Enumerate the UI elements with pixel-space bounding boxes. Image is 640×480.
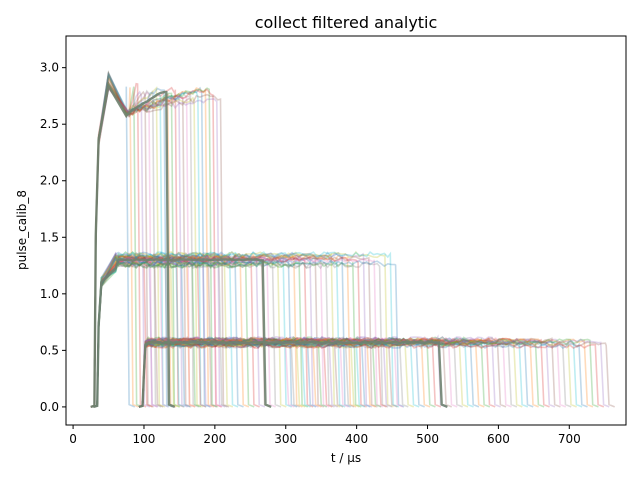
- mean-trace-line: [138, 340, 448, 409]
- pulse-trace-line: [93, 253, 218, 408]
- pulse-trace-line: [90, 72, 188, 408]
- x-axis-label: t / µs: [331, 451, 361, 465]
- pulse-trace-line: [138, 340, 615, 408]
- y-axis: 0.0 0.5 1.0 1.5 2.0 2.5 3.0: [40, 61, 66, 414]
- pulse-trace-line: [93, 261, 389, 408]
- pulse-trace-line: [138, 342, 415, 408]
- pulse-trace-line: [93, 251, 239, 408]
- pulse-trace-line: [90, 86, 222, 408]
- pulse-trace-line: [138, 336, 561, 408]
- pulse-trace-line: [138, 336, 442, 408]
- pulse-trace-line: [93, 256, 346, 408]
- pulse-trace-line: [93, 257, 405, 408]
- y-tick-label: 0.0: [40, 400, 59, 414]
- pulse-trace-line: [90, 72, 192, 408]
- pulse-trace-line: [93, 252, 373, 408]
- pulse-trace-line: [138, 336, 491, 408]
- pulse-trace-line: [93, 254, 260, 408]
- mean-traces: [90, 82, 448, 409]
- y-axis-label: pulse_calib_8: [15, 190, 29, 270]
- pulse-trace-line: [138, 337, 539, 408]
- pulse-trace-line: [138, 342, 605, 408]
- x-tick-label: 400: [345, 432, 368, 446]
- pulse-trace-line: [138, 336, 512, 408]
- pulse-trace-line: [93, 254, 271, 408]
- pulse-trace-line: [93, 260, 228, 408]
- pulse-trace-line: [138, 342, 588, 408]
- x-tick-label: 200: [203, 432, 226, 446]
- pulse-trace-line: [138, 342, 518, 408]
- x-tick-label: 600: [487, 432, 510, 446]
- mean-trace-line: [93, 258, 272, 409]
- pulse-trace-line: [93, 257, 175, 408]
- pulse-trace-line: [93, 253, 362, 408]
- pulse-trace-line: [138, 341, 295, 408]
- pulse-trace-line: [93, 253, 309, 408]
- pulse-trace-line: [138, 341, 333, 408]
- pulse-trace-line: [138, 335, 501, 408]
- chart-title: collect filtered analytic: [255, 13, 438, 32]
- plot-frame: [65, 35, 627, 426]
- pulse-trace-line: [138, 334, 447, 408]
- x-tick-label: 500: [416, 432, 439, 446]
- pulse-trace-line: [93, 254, 207, 408]
- pulse-trace-line: [93, 251, 276, 408]
- pulse-trace-line: [93, 258, 287, 408]
- pulse-trace-line: [138, 336, 322, 408]
- pulse-trace-line: [93, 252, 325, 408]
- y-tick-label: 2.0: [40, 174, 59, 188]
- y-tick-label: 2.5: [40, 117, 59, 131]
- mean-trace-line: [90, 82, 176, 409]
- pulse-trace-line: [93, 253, 341, 408]
- pulse-trace-line: [93, 250, 400, 408]
- pulse-trace-line: [138, 336, 425, 408]
- y-tick-label: 3.0: [40, 61, 59, 75]
- pulse-trace-line: [93, 250, 394, 408]
- pulse-trace-line: [93, 252, 234, 408]
- x-tick-label: 0: [69, 432, 77, 446]
- pulse-trace-line: [90, 72, 207, 408]
- pulse-trace-line: [138, 339, 366, 408]
- pulse-trace-line: [93, 253, 303, 408]
- pulse-trace-line: [93, 258, 335, 408]
- pulse-trace-line: [93, 251, 351, 408]
- pulse-trace-line: [138, 336, 355, 408]
- x-tick-label: 100: [133, 432, 156, 446]
- x-tick-label: 300: [274, 432, 297, 446]
- pulse-trace-line: [138, 340, 420, 408]
- y-tick-label: 0.5: [40, 343, 59, 357]
- pulse-trace-line: [93, 257, 266, 408]
- pulse-trace-line: [138, 337, 436, 408]
- y-tick-label: 1.5: [40, 230, 59, 244]
- y-tick-label: 1.0: [40, 287, 59, 301]
- x-tick-label: 700: [558, 432, 581, 446]
- pulse-trace-line: [90, 85, 215, 408]
- x-axis: 0 100 200 300 400 500 600 700: [69, 425, 581, 446]
- pulse-trace-line: [93, 261, 255, 408]
